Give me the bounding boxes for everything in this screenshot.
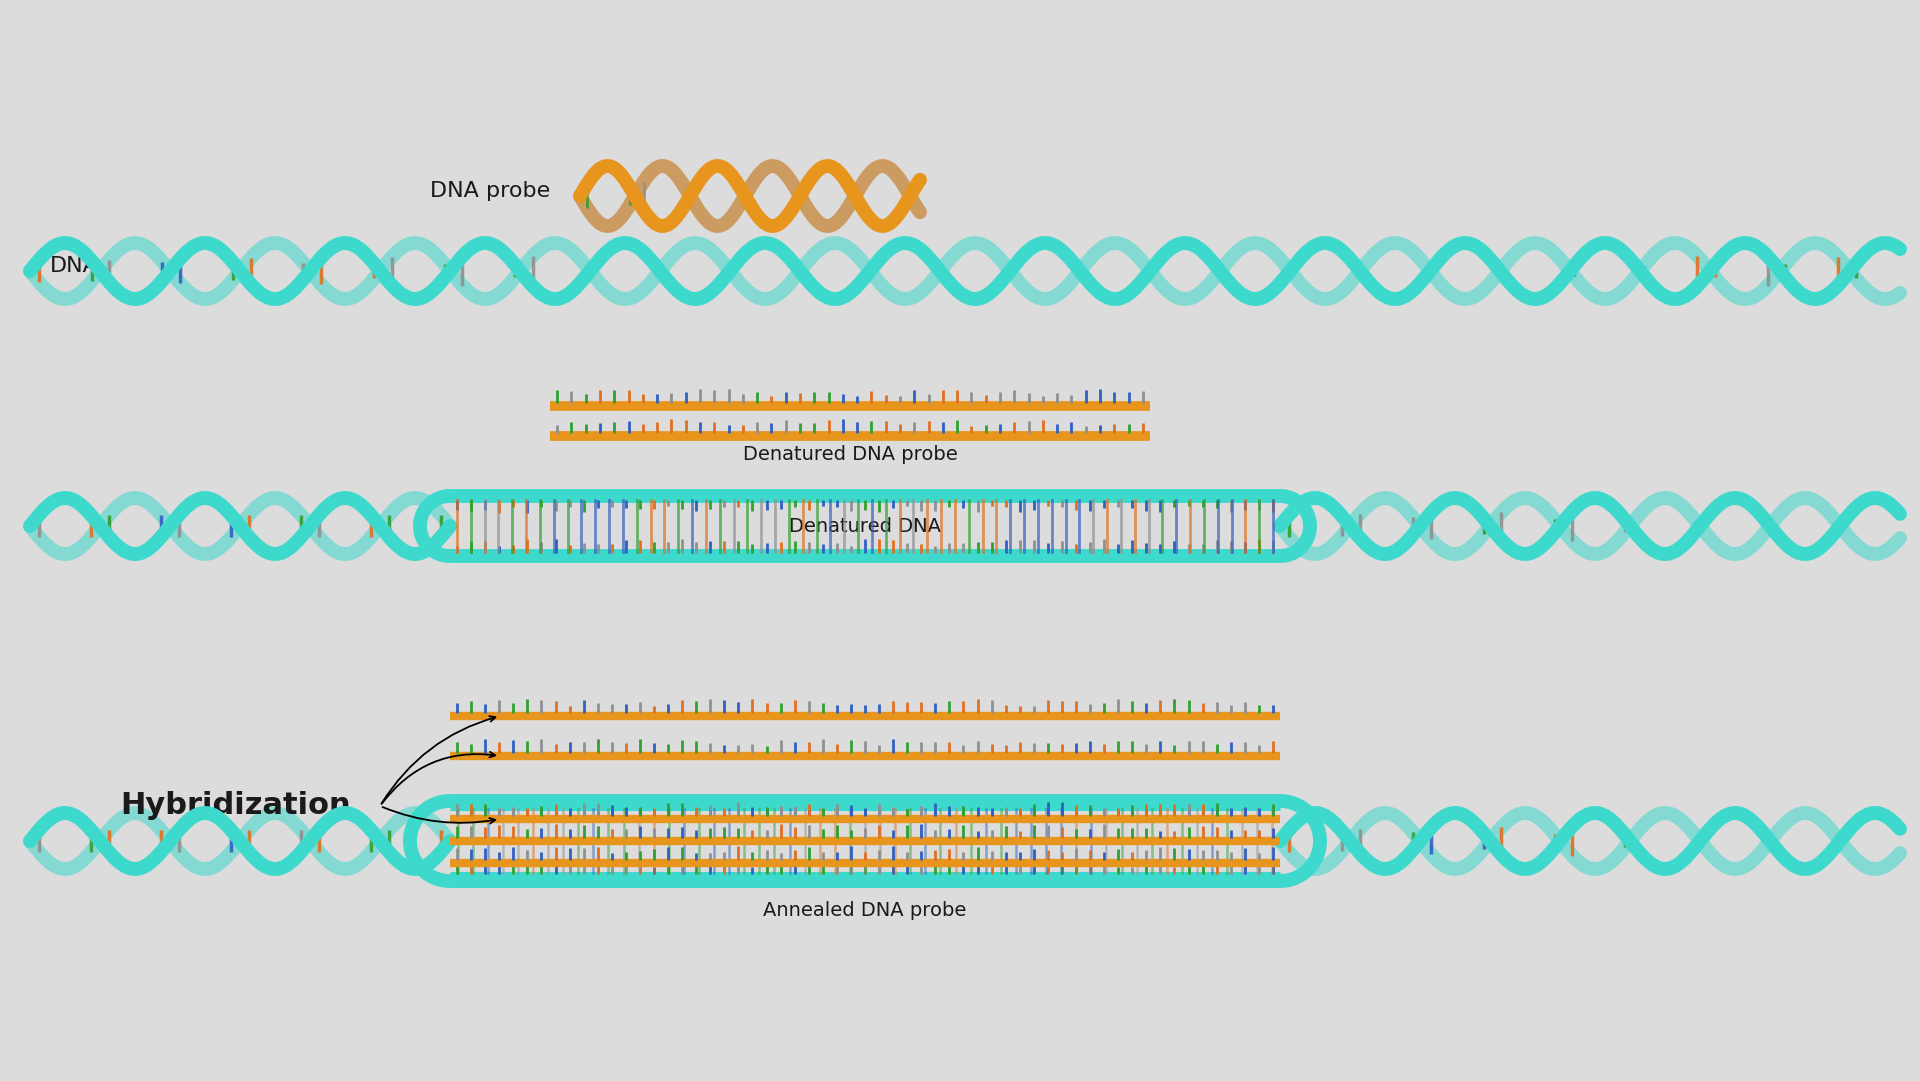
Text: Denatured DNA probe: Denatured DNA probe: [743, 444, 958, 464]
Text: Hybridization: Hybridization: [119, 791, 351, 820]
Text: Annealed DNA probe: Annealed DNA probe: [764, 902, 966, 921]
Text: Denatured DNA: Denatured DNA: [789, 517, 941, 535]
Text: DNA: DNA: [50, 256, 98, 276]
Text: DNA probe: DNA probe: [430, 181, 549, 201]
